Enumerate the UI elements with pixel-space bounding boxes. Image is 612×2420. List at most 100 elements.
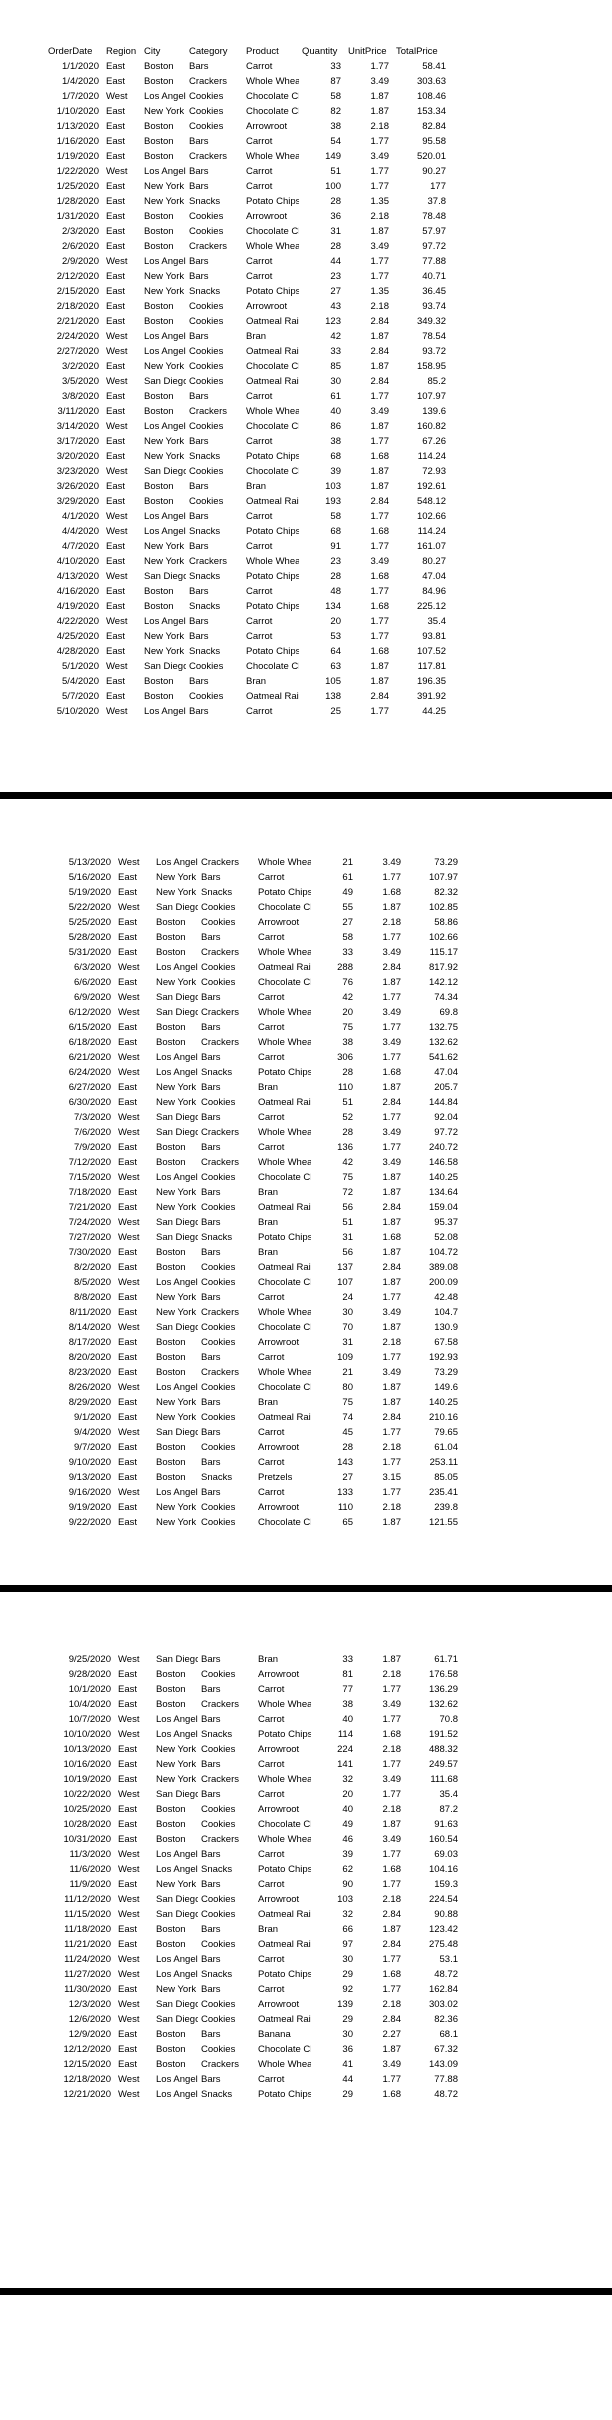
cell-totalprice: 389.08 bbox=[428, 1262, 458, 1273]
cell-category: Bars bbox=[201, 1684, 221, 1695]
cell-city: San Diego bbox=[156, 1232, 198, 1243]
cell-orderdate: 3/14/2020 bbox=[56, 421, 99, 432]
cell-unitprice: 1.68 bbox=[382, 1969, 402, 1980]
cell-city: Los Angele bbox=[156, 1714, 198, 1725]
cell-product: Carrot bbox=[246, 271, 273, 282]
cell-quantity: 41 bbox=[342, 2059, 353, 2070]
table-row: 2/9/2020 West Los AngeleBars Carrot 44 1.77 77… bbox=[45, 254, 450, 269]
cell-product: Carrot bbox=[258, 1714, 285, 1725]
table-row: 6/18/2020 East Boston Crackers Whole Whea 38 3… bbox=[57, 1035, 462, 1050]
cell-product: Whole Whea bbox=[258, 1699, 311, 1710]
cell-region: East bbox=[118, 1142, 138, 1153]
cell-quantity: 224 bbox=[337, 1744, 353, 1755]
cell-city: New York bbox=[144, 361, 185, 372]
table-row: 9/22/2020 East New York Cookies Chocolate Ch… bbox=[57, 1515, 462, 1530]
cell-quantity: 149 bbox=[325, 151, 341, 162]
cell-totalprice: 44.25 bbox=[422, 706, 446, 717]
cell-orderdate: 4/25/2020 bbox=[56, 631, 99, 642]
cell-city: Los Angele bbox=[156, 2074, 198, 2085]
cell-category: Cookies bbox=[201, 1382, 236, 1393]
cell-unitprice: 1.77 bbox=[382, 1879, 402, 1890]
cell-totalprice: 67.32 bbox=[434, 2044, 458, 2055]
cell-unitprice: 1.77 bbox=[370, 541, 390, 552]
column-header-region: Region bbox=[106, 46, 137, 57]
cell-city: Boston bbox=[144, 391, 174, 402]
table-row: 7/6/2020 West San Diego Crackers Whole Whea 2… bbox=[57, 1125, 462, 1140]
cell-region: East bbox=[106, 151, 126, 162]
cell-city: New York bbox=[144, 451, 185, 462]
cell-category: Snacks bbox=[189, 646, 221, 657]
cell-category: Bars bbox=[201, 1487, 221, 1498]
cell-region: East bbox=[118, 1157, 138, 1168]
cell-product: Potato Chips bbox=[246, 646, 299, 657]
cell-product: Carrot bbox=[258, 1759, 285, 1770]
cell-orderdate: 10/28/2020 bbox=[63, 1819, 111, 1830]
cell-unitprice: 1.87 bbox=[382, 1172, 402, 1183]
cell-category: Bars bbox=[201, 1954, 221, 1965]
cell-product: Carrot bbox=[258, 932, 285, 943]
cell-unitprice: 1.68 bbox=[382, 1729, 402, 1740]
cell-unitprice: 1.77 bbox=[382, 1022, 402, 1033]
cell-city: Los Angele bbox=[144, 331, 186, 342]
cell-orderdate: 12/6/2020 bbox=[68, 2014, 111, 2025]
column-header-product: Product bbox=[246, 46, 279, 57]
cell-orderdate: 1/10/2020 bbox=[56, 106, 99, 117]
table-row: 1/7/2020 West Los AngeleCookies Chocolate C… bbox=[45, 89, 450, 104]
cell-city: Boston bbox=[144, 121, 174, 132]
cell-city: New York bbox=[144, 286, 185, 297]
cell-region: West bbox=[118, 2089, 140, 2100]
cell-product: Whole Whea bbox=[258, 1007, 311, 1018]
cell-totalprice: 349.32 bbox=[416, 316, 446, 327]
cell-region: East bbox=[106, 481, 126, 492]
cell-unitprice: 1.77 bbox=[382, 1112, 402, 1123]
table-row: 11/21/2020 East Boston Cookies Oatmeal Rais 9… bbox=[57, 1937, 462, 1952]
cell-totalprice: 161.07 bbox=[416, 541, 446, 552]
cell-unitprice: 3.49 bbox=[370, 406, 390, 417]
cell-city: Los Angele bbox=[144, 526, 186, 537]
cell-unitprice: 1.77 bbox=[382, 872, 402, 883]
cell-city: New York bbox=[156, 1412, 197, 1423]
cell-city: San Diego bbox=[144, 376, 186, 387]
cell-product: Whole Whea bbox=[246, 556, 299, 567]
cell-totalprice: 104.72 bbox=[428, 1247, 458, 1258]
cell-quantity: 68 bbox=[330, 451, 341, 462]
cell-product: Whole Whea bbox=[246, 76, 299, 87]
cell-totalprice: 47.04 bbox=[422, 571, 446, 582]
cell-region: East bbox=[118, 1412, 138, 1423]
cell-orderdate: 7/6/2020 bbox=[74, 1127, 111, 1138]
cell-quantity: 110 bbox=[337, 1082, 353, 1093]
cell-region: East bbox=[106, 496, 126, 507]
cell-totalprice: 159.04 bbox=[428, 1202, 458, 1213]
cell-region: West bbox=[118, 1714, 140, 1725]
cell-product: Chocolate Ch bbox=[246, 361, 299, 372]
cell-quantity: 58 bbox=[330, 91, 341, 102]
cell-unitprice: 2.18 bbox=[370, 301, 390, 312]
cell-region: East bbox=[118, 1759, 138, 1770]
table-row: 2/12/2020 East New York Bars Carrot 23 1.77 40.… bbox=[45, 269, 450, 284]
cell-orderdate: 8/14/2020 bbox=[68, 1322, 111, 1333]
cell-product: Carrot bbox=[258, 1022, 285, 1033]
cell-quantity: 30 bbox=[342, 1954, 353, 1965]
cell-region: West bbox=[106, 331, 128, 342]
cell-city: New York bbox=[156, 1517, 197, 1528]
cell-orderdate: 7/30/2020 bbox=[68, 1247, 111, 1258]
cell-quantity: 28 bbox=[342, 1067, 353, 1078]
cell-category: Snacks bbox=[189, 571, 221, 582]
cell-orderdate: 6/24/2020 bbox=[68, 1067, 111, 1078]
cell-unitprice: 1.87 bbox=[382, 1924, 402, 1935]
cell-product: Oatmeal Rais bbox=[258, 1909, 311, 1920]
cell-product: Arrowroot bbox=[258, 1337, 300, 1348]
cell-orderdate: 1/4/2020 bbox=[62, 76, 99, 87]
cell-region: West bbox=[106, 526, 128, 537]
cell-unitprice: 1.77 bbox=[382, 1457, 402, 1468]
cell-unitprice: 1.87 bbox=[382, 1382, 402, 1393]
table-row: 5/25/2020 East Boston Cookies Arrowroot 27 2.1… bbox=[57, 915, 462, 930]
cell-product: Bran bbox=[246, 481, 267, 492]
cell-category: Cookies bbox=[201, 1909, 236, 1920]
page-break-bar bbox=[0, 2288, 612, 2295]
cell-orderdate: 9/13/2020 bbox=[68, 1472, 111, 1483]
table-row: 9/19/2020 East New York Cookies Arrowroot 110… bbox=[57, 1500, 462, 1515]
cell-category: Cookies bbox=[189, 121, 224, 132]
table-row: 6/6/2020 East New York Cookies Chocolate Ch 7… bbox=[57, 975, 462, 990]
cell-quantity: 31 bbox=[330, 226, 341, 237]
